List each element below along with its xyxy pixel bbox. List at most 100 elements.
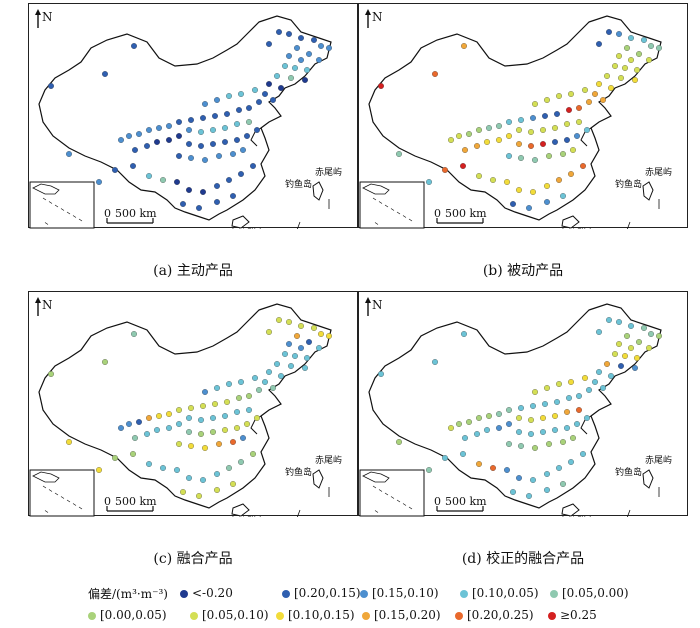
- station-point: [216, 441, 222, 447]
- station-point: [574, 421, 580, 427]
- station-point: [302, 365, 308, 371]
- station-point: [510, 489, 516, 495]
- station-point: [132, 435, 138, 441]
- panel-caption-b: (b) 被动产品: [482, 263, 564, 279]
- station-point: [616, 341, 622, 347]
- station-point: [274, 73, 280, 79]
- station-point: [318, 43, 324, 49]
- south-china-sea-inset: [359, 469, 425, 517]
- station-point: [584, 415, 590, 421]
- legend-item: <-0.20: [180, 585, 233, 601]
- station-point: [174, 467, 180, 473]
- station-point: [540, 415, 546, 421]
- station-point: [564, 121, 570, 127]
- station-point: [66, 151, 72, 157]
- station-point: [130, 451, 136, 457]
- station-point: [200, 477, 206, 483]
- station-point: [506, 119, 512, 125]
- station-point: [532, 157, 538, 163]
- station-point: [456, 421, 462, 427]
- station-point: [648, 331, 654, 337]
- panel-caption-c: (c) 融合产品: [153, 551, 233, 567]
- station-point: [48, 83, 54, 89]
- legend-label: [0.15,0.10): [372, 586, 439, 600]
- station-point: [306, 339, 312, 345]
- legend-item: [0.10,0.15): [276, 607, 355, 623]
- station-point: [278, 85, 284, 91]
- station-point: [504, 467, 510, 473]
- station-point: [230, 481, 236, 487]
- station-point: [214, 385, 220, 391]
- station-point: [126, 421, 132, 427]
- station-point: [180, 489, 186, 495]
- station-point: [504, 179, 510, 185]
- station-point: [202, 389, 208, 395]
- station-point: [460, 451, 466, 457]
- station-point: [516, 415, 522, 421]
- station-point: [210, 127, 216, 133]
- station-point: [540, 127, 546, 133]
- station-point: [250, 451, 256, 457]
- map-panel-a: N 赤尾屿钓鱼岛东沙群岛 0 500 km: [28, 3, 358, 229]
- station-point: [516, 127, 522, 133]
- station-point: [270, 385, 276, 391]
- station-point: [518, 405, 524, 411]
- hainan-outline: [231, 215, 250, 229]
- station-point: [298, 323, 304, 329]
- station-point: [646, 345, 652, 351]
- south-china-sea-inset: [29, 469, 95, 517]
- station-point: [456, 133, 462, 139]
- station-point: [210, 415, 216, 421]
- legend-label: ≥0.25: [560, 608, 597, 622]
- scale-label: 500 km: [445, 207, 487, 220]
- station-point: [574, 133, 580, 139]
- station-point: [188, 443, 194, 449]
- station-point: [230, 151, 236, 157]
- station-point: [544, 471, 550, 477]
- station-point: [540, 141, 546, 147]
- station-point: [176, 153, 182, 159]
- legend-label: [0.05,0.10): [202, 608, 269, 622]
- station-point: [146, 415, 152, 421]
- station-point: [176, 119, 182, 125]
- station-point: [236, 395, 242, 401]
- station-point: [582, 87, 588, 93]
- station-point: [146, 173, 152, 179]
- station-point: [48, 371, 54, 377]
- station-point: [298, 345, 304, 351]
- legend-swatch: [548, 611, 556, 620]
- label-diaoyu: 钓鱼岛: [615, 178, 642, 190]
- station-point: [628, 345, 634, 351]
- station-point: [496, 425, 502, 431]
- station-point: [518, 443, 524, 449]
- label-nansha: 东沙群岛: [559, 227, 595, 229]
- panel-caption-d: (d) 校正的融合产品: [461, 551, 585, 567]
- station-point: [530, 189, 536, 195]
- station-point: [254, 415, 260, 421]
- station-point: [156, 413, 162, 419]
- station-point: [554, 399, 560, 405]
- station-point: [210, 141, 216, 147]
- hainan-outline: [561, 215, 580, 229]
- station-point: [186, 141, 192, 147]
- station-point: [624, 45, 630, 51]
- station-point: [542, 113, 548, 119]
- station-point: [466, 131, 472, 137]
- station-point: [461, 43, 467, 49]
- station-point: [188, 117, 194, 123]
- map-panel-c: N 赤尾屿钓鱼岛东沙群岛 0 500 km: [28, 291, 358, 517]
- station-point: [596, 81, 602, 87]
- station-point: [518, 117, 524, 123]
- station-point: [102, 359, 108, 365]
- station-point: [176, 441, 182, 447]
- station-point: [196, 205, 202, 211]
- station-point: [556, 381, 562, 387]
- station-point: [466, 419, 472, 425]
- station-point: [214, 471, 220, 477]
- station-point: [442, 455, 448, 461]
- station-point: [292, 353, 298, 359]
- station-point: [564, 137, 570, 143]
- station-point: [606, 29, 612, 35]
- north-arrow-icon: [35, 297, 41, 316]
- station-point: [622, 353, 628, 359]
